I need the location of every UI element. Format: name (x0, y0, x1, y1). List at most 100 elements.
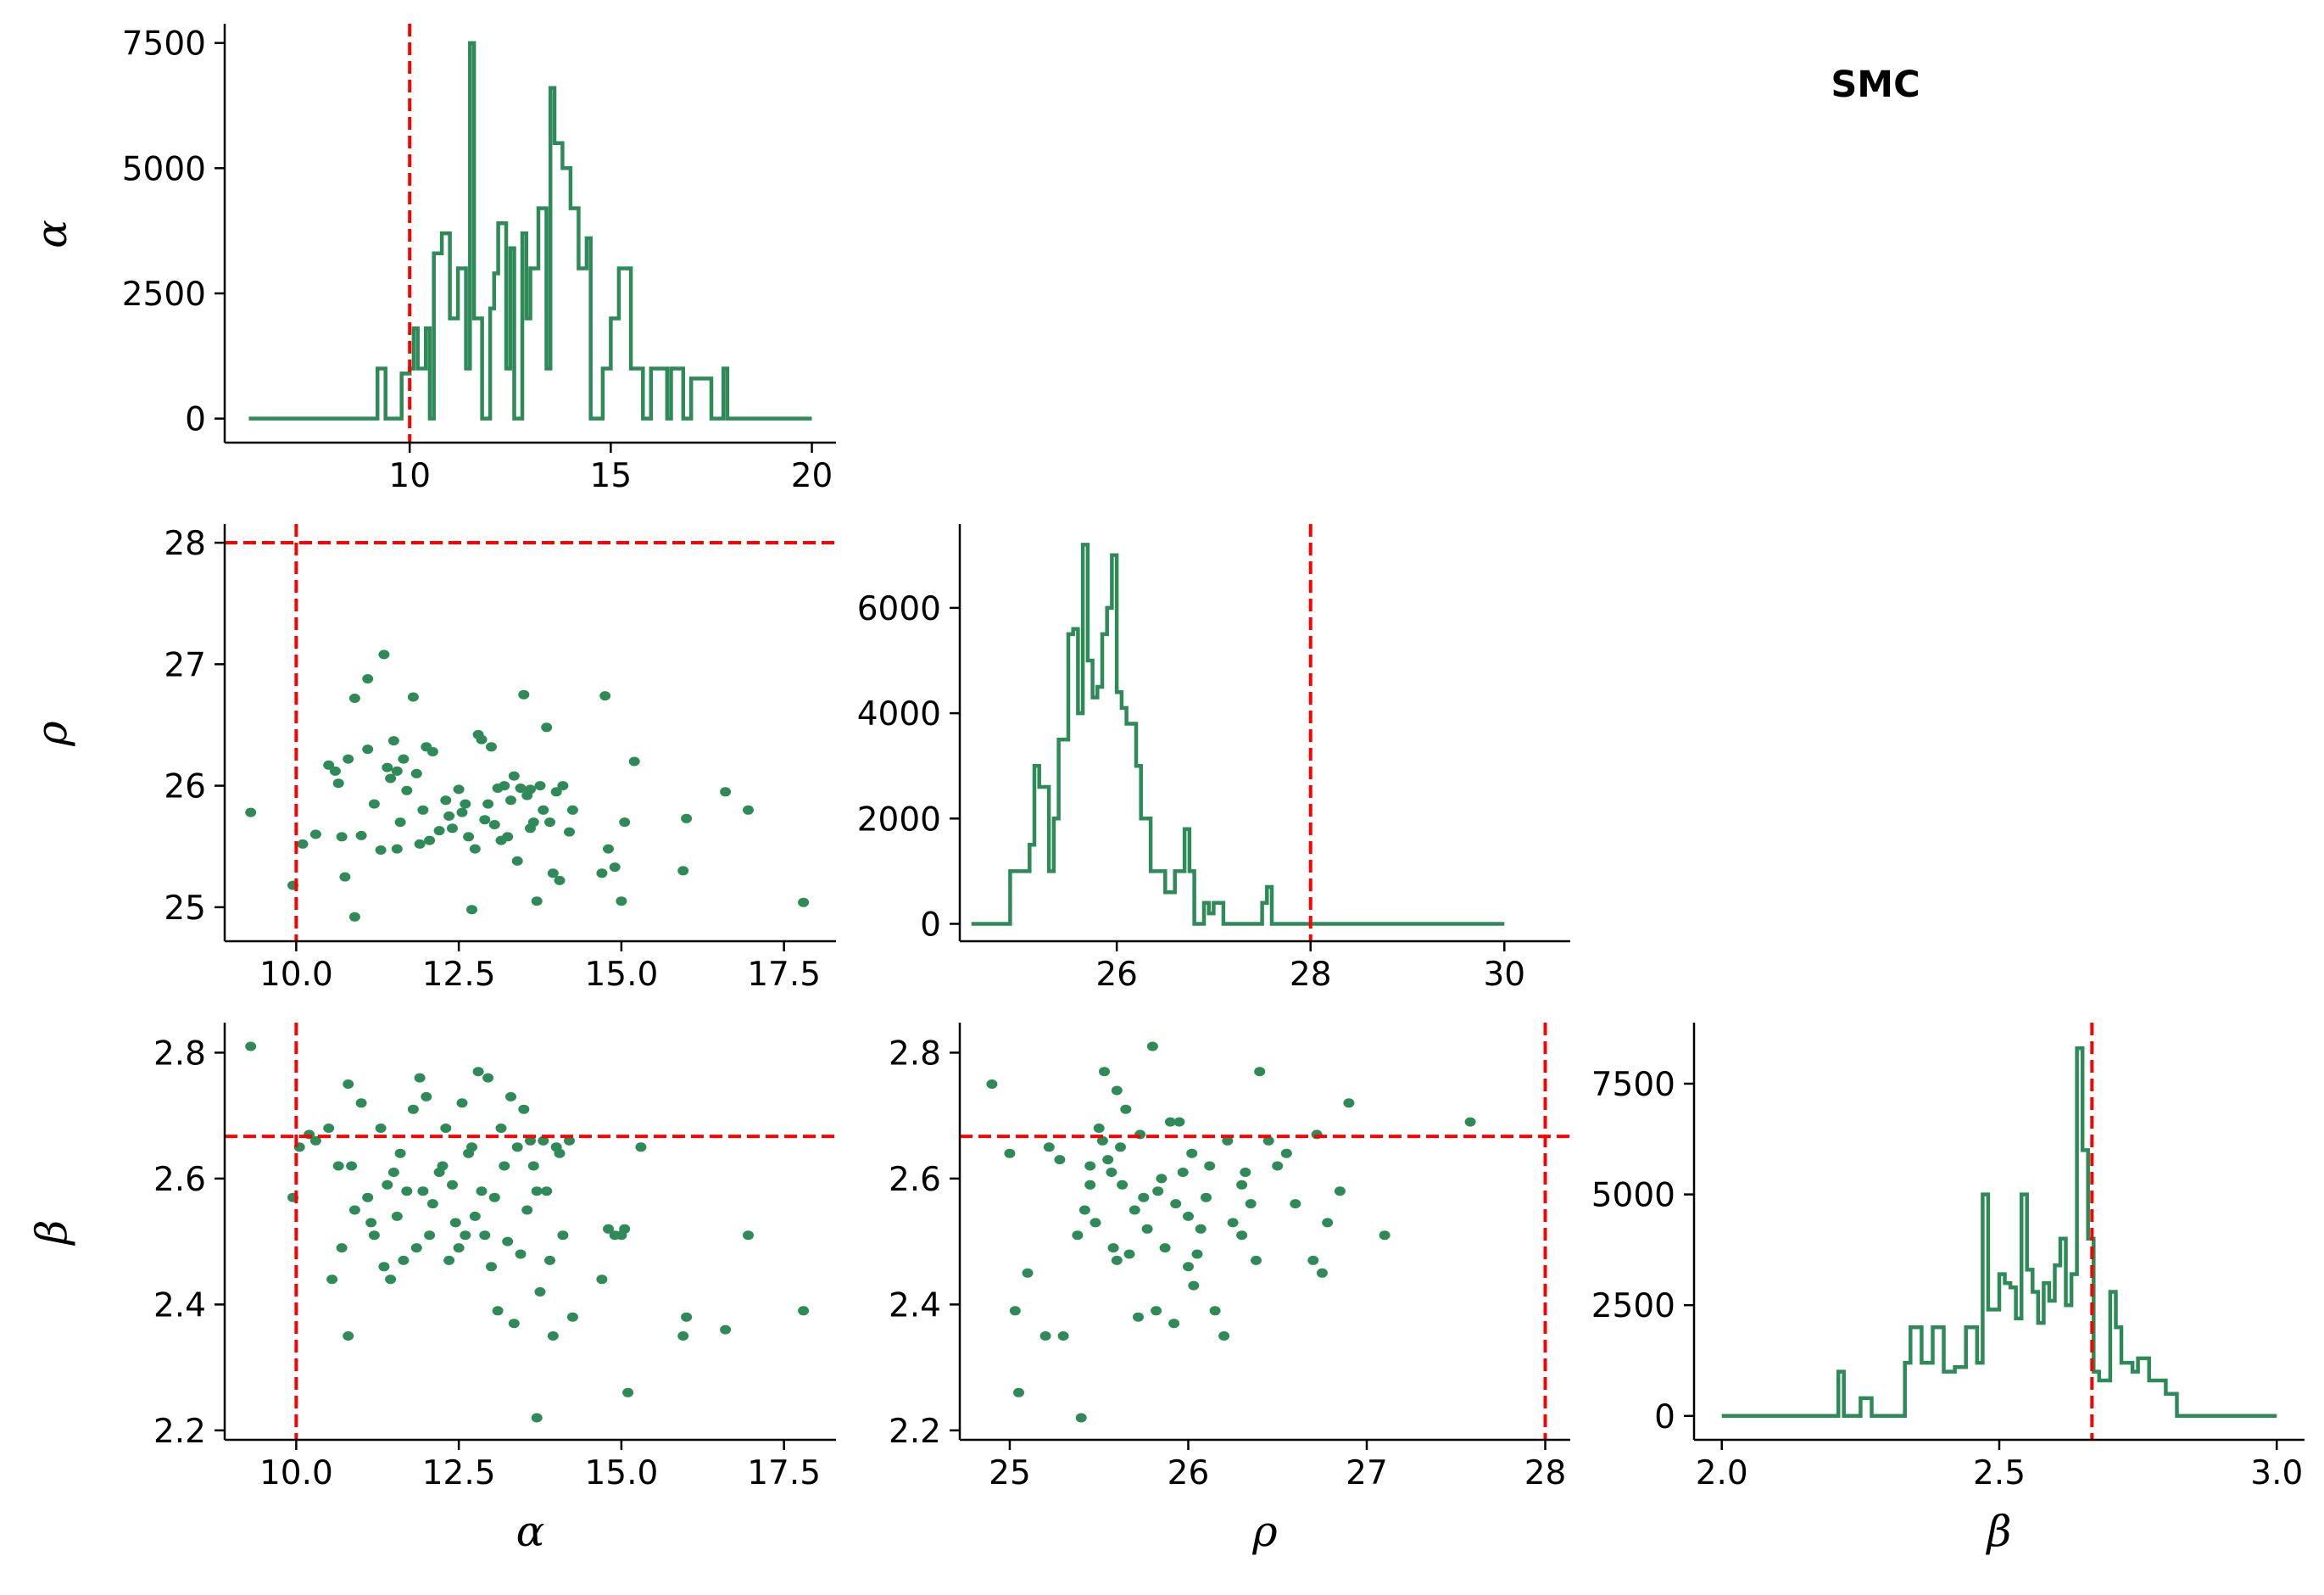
rho-vs-alpha-point (433, 826, 445, 836)
beta-vs-alpha-y-tick-label: 2.4 (153, 1286, 206, 1325)
beta-vs-alpha-point (743, 1230, 754, 1241)
rho-vs-alpha-point (486, 742, 497, 752)
beta-vs-rho-point (1236, 1180, 1248, 1190)
beta-vs-alpha-point (554, 1148, 566, 1158)
alpha-hist-y-tick-label: 5000 (122, 150, 206, 188)
rho-vs-alpha-point (798, 897, 810, 907)
beta-vs-rho-point (1204, 1161, 1216, 1171)
rho-vs-alpha-point (531, 896, 543, 906)
panel-beta-vs-alpha: 10.0 12.5 15.0 17.5 2.2 2.4 2.6 2.8 β α (27, 1023, 836, 1556)
rho-vs-alpha-point (599, 691, 611, 701)
beta-vs-alpha-y-tick-label: 2.6 (153, 1161, 206, 1199)
rho-vs-alpha-point (547, 868, 559, 878)
beta-vs-rho-point (1054, 1155, 1066, 1165)
rho-vs-alpha-point (343, 754, 354, 764)
beta-vs-alpha-point (368, 1230, 380, 1241)
beta-vs-rho-point (1343, 1098, 1355, 1108)
rho-vs-alpha-point (681, 813, 693, 823)
rho-vs-alpha-point (550, 787, 562, 797)
beta-vs-rho-point (1183, 1262, 1194, 1272)
beta-vs-alpha-point (505, 1091, 516, 1101)
rho-vs-alpha-point (544, 817, 555, 828)
beta-vs-alpha-x-axis-label: α (516, 1507, 545, 1556)
panel-rho-vs-alpha: 10.0 12.5 15.0 17.5 25 26 27 28 ρ (27, 524, 836, 994)
rho-vs-alpha-point (508, 771, 520, 781)
beta-vs-rho-point (1084, 1161, 1096, 1171)
beta-vs-rho-point (1227, 1218, 1239, 1228)
beta-vs-alpha-point (538, 1135, 549, 1146)
beta-vs-alpha-point (421, 1091, 432, 1101)
beta-vs-alpha-point (499, 1161, 510, 1171)
beta-vs-rho-point (1099, 1067, 1110, 1077)
alpha-hist-y-tick-label: 2500 (122, 276, 206, 314)
beta-vs-rho-point (1102, 1155, 1114, 1165)
beta-hist-histogram-line (1721, 1046, 2277, 1419)
rho-vs-alpha-point (460, 799, 471, 809)
beta-vs-rho-point (1183, 1211, 1194, 1221)
rho-vs-alpha-point (417, 805, 429, 815)
rho-vs-alpha-point (566, 805, 578, 815)
alpha-hist-y-tick-label: 0 (185, 401, 206, 439)
beta-vs-alpha-point (720, 1325, 732, 1335)
beta-vs-rho-point (1170, 1199, 1182, 1209)
beta-vs-alpha-point (635, 1142, 647, 1152)
beta-hist-y-tick-label: 7500 (1591, 1066, 1675, 1104)
beta-vs-rho-point (1262, 1135, 1274, 1146)
rho-vs-alpha-point (525, 823, 536, 834)
beta-vs-rho-point (1195, 1224, 1207, 1234)
beta-vs-alpha-point (456, 1098, 468, 1108)
rho-vs-alpha-point (368, 799, 380, 809)
beta-vs-rho-x-tick-label: 26 (1168, 1454, 1210, 1492)
rho-vs-alpha-point (538, 805, 549, 815)
rho-vs-alpha-point (245, 807, 257, 817)
rho-vs-alpha-point (339, 872, 351, 882)
beta-vs-rho-point (1151, 1306, 1162, 1316)
beta-vs-rho-point (1188, 1280, 1200, 1291)
beta-vs-alpha-point (541, 1186, 553, 1196)
beta-vs-rho-point (1138, 1192, 1150, 1202)
rho-hist-histogram-line (971, 543, 1505, 926)
beta-vs-alpha-point (466, 1142, 477, 1152)
beta-vs-alpha-y-axis-label: β (27, 1220, 76, 1246)
beta-vs-rho-point (1129, 1205, 1140, 1215)
beta-vs-rho-point (1004, 1148, 1016, 1158)
beta-vs-alpha-point (443, 1255, 455, 1265)
rho-vs-alpha-point (564, 827, 575, 837)
rho-vs-alpha-point (511, 856, 523, 866)
beta-vs-alpha-point (476, 1186, 488, 1196)
beta-vs-alpha-x-tick-label: 17.5 (747, 1454, 821, 1492)
beta-vs-rho-point (1078, 1205, 1090, 1215)
beta-vs-rho-point (1090, 1218, 1101, 1228)
beta-vs-alpha-point (534, 1287, 546, 1297)
rho-vs-alpha-point (596, 868, 608, 878)
rho-vs-alpha-point (375, 845, 387, 855)
beta-vs-alpha-point (426, 1199, 438, 1209)
beta-vs-rho-point (1240, 1168, 1251, 1177)
rho-vs-alpha-point (466, 905, 477, 915)
rho-vs-alpha-point (515, 784, 527, 793)
beta-vs-alpha-point (472, 1067, 484, 1077)
panel-beta-vs-rho: 25 26 27 28 2.2 2.4 2.6 2.8 ρ (889, 1023, 1570, 1556)
beta-hist-x-tick-label: 2.5 (1973, 1454, 2026, 1492)
beta-hist-y-tick-label: 2500 (1591, 1287, 1675, 1325)
beta-vs-alpha-point (407, 1104, 419, 1114)
beta-vs-rho-point (1141, 1224, 1153, 1234)
beta-vs-rho-point (1334, 1186, 1346, 1196)
alpha-hist-x-tick-label: 20 (791, 457, 833, 495)
beta-vs-rho-x-tick-label: 27 (1346, 1454, 1388, 1492)
rho-vs-alpha-point (541, 722, 553, 733)
beta-hist-x-axis-label: β (1986, 1507, 2012, 1556)
beta-vs-alpha-point (488, 1192, 500, 1202)
rho-vs-alpha-point (463, 832, 475, 842)
rho-vs-alpha-point (407, 692, 419, 702)
rho-vs-alpha-point (309, 829, 321, 839)
beta-vs-alpha-point (323, 1124, 335, 1133)
rho-vs-alpha-point (398, 754, 410, 764)
panel-beta-hist: 2.0 2.5 3.0 0 2500 5000 7500 β (1591, 1023, 2304, 1556)
rho-vs-alpha-x-tick-label: 10.0 (259, 956, 333, 994)
beta-vs-rho-point (1280, 1148, 1292, 1158)
beta-vs-rho-point (1146, 1041, 1158, 1051)
beta-vs-rho-point (1111, 1255, 1123, 1265)
beta-vs-rho-point (1164, 1117, 1176, 1127)
